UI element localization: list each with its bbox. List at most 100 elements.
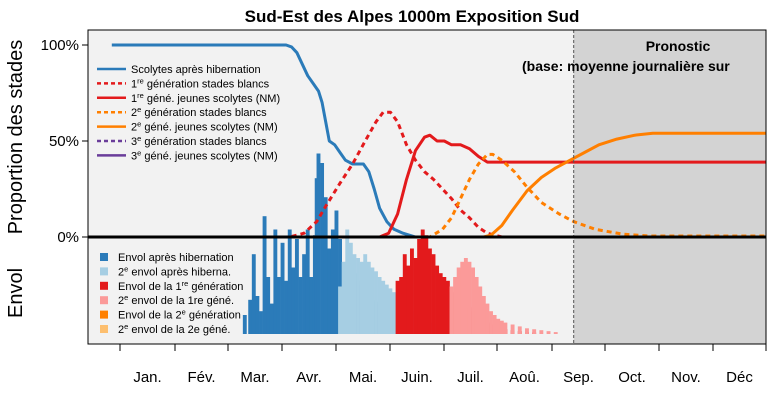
- flight-bar-0-4: [259, 311, 263, 334]
- flight-bar-1-13: [384, 284, 389, 334]
- flight-bar-3-2: [456, 267, 461, 334]
- legend-bottom-swatch-1: [100, 267, 108, 276]
- flight-bar-2-9: [427, 248, 432, 334]
- flight-bar-3-22: [553, 332, 558, 334]
- legend-bottom-label-5: 2e envol de la 2e géné.: [118, 322, 230, 336]
- flight-bar-1-4: [352, 254, 357, 334]
- stage-lines: [111, 43, 766, 239]
- flight-bar-0-17: [305, 229, 310, 334]
- flight-bar-1-5: [356, 258, 360, 334]
- flight-bar-1-10: [374, 271, 378, 334]
- y-label-top: Proportion des stades: [5, 40, 27, 235]
- flight-bar-0-3: [255, 296, 260, 334]
- flight-bar-0-13: [291, 267, 296, 334]
- series-line-0: [111, 43, 766, 239]
- legend-bottom-label-4: Envol de la 2e génération: [118, 308, 241, 322]
- flight-bar-0-23: [323, 197, 328, 334]
- flight-bar-0-16: [302, 254, 307, 334]
- flight-bar-0-2: [251, 254, 256, 334]
- forecast-title: Pronostic: [646, 38, 711, 54]
- flight-bar-0-5: [262, 216, 267, 334]
- flight-bar-3-14: [499, 320, 504, 334]
- series-line-4: [111, 131, 766, 239]
- series-line-1: [111, 110, 766, 239]
- flight-bars: [242, 153, 558, 334]
- y-tick-label-0: 100%: [41, 37, 79, 54]
- legend-bottom-label-1: 2e envol après hiberna.: [118, 264, 231, 278]
- flight-bar-3-18: [525, 328, 529, 334]
- series-line-3: [111, 152, 766, 239]
- legend-top-label-2: 1re géné. jeunes scolytes (NM): [131, 91, 280, 105]
- forecast-subtitle: (base: moyenne journalière sur: [522, 58, 730, 74]
- flight-bar-1-3: [348, 242, 353, 334]
- flight-bar-1-15: [392, 292, 396, 334]
- flight-bar-0-24: [327, 248, 332, 334]
- month-label-9: Oct.: [618, 369, 646, 386]
- month-label-8: Sep.: [563, 369, 594, 386]
- flight-bar-0-9: [276, 277, 281, 334]
- chart-title: Sud-Est des Alpes 1000m Exposition Sud: [245, 7, 580, 26]
- month-label-0: Jan.: [133, 369, 161, 386]
- y-tick-label-2: 0%: [57, 229, 79, 246]
- flight-bar-3-20: [539, 330, 544, 334]
- flight-bar-1-6: [359, 261, 364, 334]
- flight-bar-0-11: [284, 280, 289, 334]
- y-label-bottom: Envol: [5, 268, 27, 318]
- flight-bar-0-12: [287, 229, 292, 334]
- flight-bar-3-3: [460, 261, 465, 334]
- y-tick-label-1: 50%: [49, 133, 79, 150]
- flight-bar-1-11: [377, 277, 382, 334]
- flight-bar-1-8: [366, 261, 371, 334]
- flight-bar-3-7: [474, 277, 479, 334]
- month-label-6: Juil.: [457, 369, 484, 386]
- flight-bar-3-21: [546, 331, 551, 334]
- flight-bar-0-8: [273, 229, 278, 334]
- month-label-11: Déc: [726, 369, 753, 386]
- flight-bar-3-19: [532, 329, 537, 334]
- legend-bottom-swatch-0: [100, 253, 108, 261]
- flight-bar-3-0: [449, 286, 454, 334]
- month-label-1: Fév.: [187, 369, 215, 386]
- flight-bar-0-7: [269, 303, 274, 334]
- flight-bar-2-13: [442, 277, 447, 334]
- legend-bottom-swatch-4: [100, 310, 108, 319]
- legend-bottom-label-2: Envol de la 1re génération: [118, 279, 243, 293]
- flight-bar-0-22: [320, 163, 325, 334]
- flight-bar-2-2: [402, 254, 407, 334]
- flight-bar-0-6: [266, 277, 271, 334]
- legend-bottom-swatch-5: [100, 325, 108, 333]
- flight-bar-2-14: [445, 280, 450, 334]
- flight-bar-3-8: [478, 286, 483, 334]
- series-line-2: [111, 133, 766, 239]
- flight-bar-3-12: [492, 315, 497, 334]
- legend-top-label-6: 3e géné. jeunes scolytes (NM): [131, 148, 278, 162]
- flight-bar-0-25: [330, 229, 335, 334]
- flight-bar-3-1: [453, 277, 458, 334]
- flight-bar-0-14: [294, 239, 299, 334]
- flight-bar-2-3: [406, 265, 411, 334]
- legend-bottom-label-0: Envol après hibernation: [118, 252, 234, 264]
- plot-frame: [87, 29, 767, 345]
- legend-top-label-1: 1re génération stades blancs: [131, 76, 270, 90]
- legend-bottom-label-3: 2e envol de la 1re géné.: [118, 293, 234, 307]
- flight-bar-2-1: [399, 277, 404, 334]
- flight-bar-3-10: [485, 303, 490, 334]
- legend-bottom-swatch-3: [100, 296, 108, 305]
- flight-bar-0-10: [280, 242, 285, 334]
- legend-top-label-5: 3e génération stades blancs: [131, 134, 267, 148]
- flight-bar-0-15: [298, 277, 303, 334]
- flight-bar-3-13: [496, 318, 501, 334]
- flight-bar-0-18: [309, 277, 314, 334]
- flight-bar-1-2: [345, 229, 350, 334]
- flight-bar-1-9: [370, 267, 375, 334]
- flight-bar-2-10: [431, 254, 436, 334]
- month-label-4: Mai.: [349, 369, 377, 386]
- legend-top-label-3: 2e génération stades blancs: [131, 105, 267, 119]
- y-axis: 100% 50% 0%: [41, 37, 88, 246]
- flight-bar-1-7: [363, 254, 368, 334]
- flight-bar-2-8: [424, 235, 429, 334]
- flight-bar-3-5: [467, 261, 472, 334]
- flight-bar-2-0: [395, 280, 400, 334]
